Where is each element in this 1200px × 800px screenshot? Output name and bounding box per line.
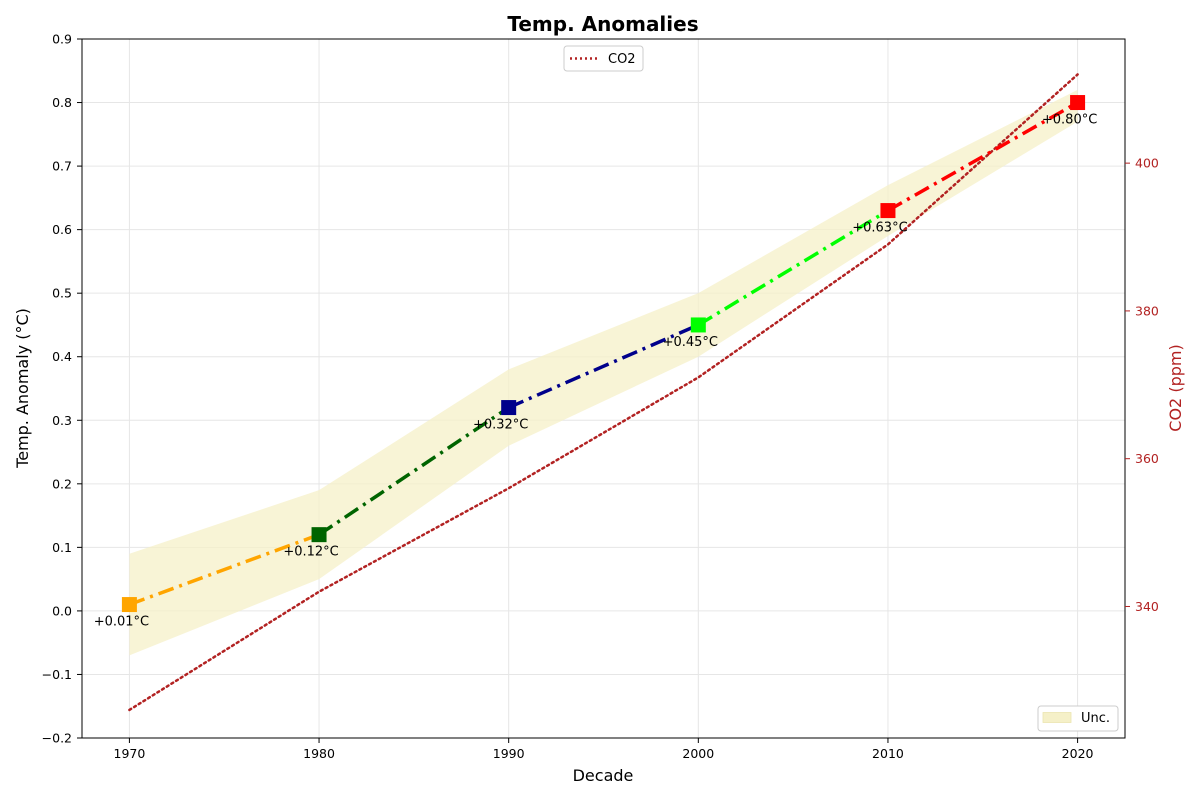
y-tick-label: −0.2 bbox=[42, 731, 72, 746]
plot-frame bbox=[81, 38, 1126, 739]
y2-tick-label: 360 bbox=[1135, 451, 1159, 466]
uncertainty-band bbox=[129, 89, 1078, 656]
temperature-point bbox=[311, 527, 327, 543]
legend-co2-label: CO2 bbox=[608, 52, 636, 67]
y-tick-label: 0.4 bbox=[52, 349, 72, 364]
temperature-point bbox=[121, 597, 137, 613]
y2-tick-label: 400 bbox=[1135, 156, 1159, 171]
data-label: +0.12°C bbox=[283, 545, 338, 560]
temperature-segment bbox=[128, 533, 320, 607]
legend-uncertainty-swatch bbox=[1042, 712, 1072, 723]
y-tick-label: 0.2 bbox=[52, 476, 72, 491]
uncertainty-band-layer bbox=[129, 89, 1078, 656]
temperature-segment bbox=[318, 406, 510, 537]
axes: 1970 1980 1990 2000 2010 2020 −0.2 −0.1 0.0 0.1 0.… bbox=[42, 32, 1159, 762]
x-axis-label: Decade bbox=[573, 766, 634, 785]
x-tick-label: 1990 bbox=[493, 746, 525, 761]
y-tick-label: 0.3 bbox=[52, 413, 72, 428]
y-tick-label: 0.6 bbox=[52, 222, 72, 237]
temperature-segment bbox=[507, 323, 700, 410]
data-label: +0.80°C bbox=[1042, 113, 1097, 128]
temperature-point bbox=[501, 400, 517, 416]
chart-title: Temp. Anomalies bbox=[507, 12, 698, 36]
data-label: +0.32°C bbox=[473, 418, 528, 433]
y-tick-label: 0.7 bbox=[52, 159, 72, 174]
data-label: +0.63°C bbox=[852, 221, 907, 236]
legend-co2: CO2 bbox=[563, 45, 644, 72]
x-tick-label: 1980 bbox=[303, 746, 335, 761]
y-tick-label: 0.5 bbox=[52, 286, 72, 301]
x-tick-label: 1970 bbox=[114, 746, 146, 761]
data-label: +0.45°C bbox=[663, 335, 718, 350]
legend-uncertainty-label: Unc. bbox=[1081, 711, 1110, 726]
y-tick-label: 0.0 bbox=[52, 603, 72, 618]
y-tick-label: 0.9 bbox=[52, 32, 72, 47]
y-tick-label: −0.1 bbox=[42, 667, 72, 682]
y2-tick-label: 340 bbox=[1135, 599, 1159, 614]
x-tick-label: 2000 bbox=[682, 746, 714, 761]
y-tick-label: 0.8 bbox=[52, 95, 72, 110]
y-tick-label: 0.1 bbox=[52, 540, 72, 555]
co2-line bbox=[128, 73, 1079, 712]
temperature-series-layer bbox=[121, 95, 1086, 613]
co2-series-layer bbox=[128, 73, 1079, 712]
temperature-segment bbox=[887, 101, 1079, 213]
y-axis-label: Temp. Anomaly (°C) bbox=[13, 308, 32, 469]
data-label-layer: +0.01°C +0.12°C +0.32°C +0.45°C +0.63°C +0.80… bbox=[94, 113, 1098, 630]
legend-co2-box bbox=[563, 45, 644, 72]
legend-uncertainty: Unc. bbox=[1037, 705, 1119, 732]
y2-axis-label: CO2 (ppm) bbox=[1166, 344, 1185, 431]
temperature-point bbox=[690, 317, 706, 333]
x-tick-label: 2010 bbox=[872, 746, 904, 761]
y2-tick-label: 380 bbox=[1135, 303, 1159, 318]
temperature-point bbox=[880, 203, 896, 219]
temperature-segment bbox=[697, 209, 889, 327]
data-label: +0.01°C bbox=[94, 615, 149, 630]
temperature-point bbox=[1070, 95, 1086, 111]
x-tick-label: 2020 bbox=[1062, 746, 1094, 761]
